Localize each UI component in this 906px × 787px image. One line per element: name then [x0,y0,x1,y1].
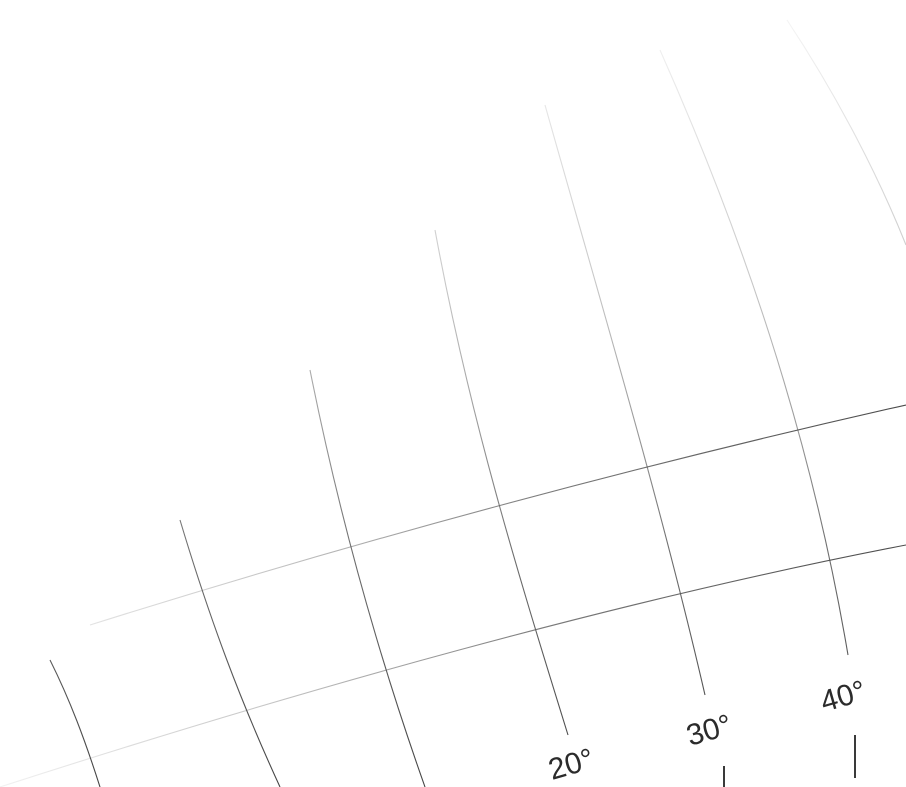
meridian-line [786,19,906,246]
parallel-lines [0,404,906,787]
meridian-label-40: 40° [817,675,870,719]
meridian-labels: 20° 30° 40° [545,675,870,787]
meridian-line [49,659,101,787]
meridian-line [309,369,426,787]
meridian-line [179,519,281,787]
meridian-label-20: 20° [545,743,598,787]
meridian-lines [49,19,906,787]
meridian-line [434,229,569,736]
meridian-ticks [723,735,856,787]
meridian-line [544,104,706,696]
meridian-label-30: 30° [683,709,736,753]
parallel-line [0,544,906,787]
parallel-line [89,404,906,626]
meridian-line [659,49,849,656]
